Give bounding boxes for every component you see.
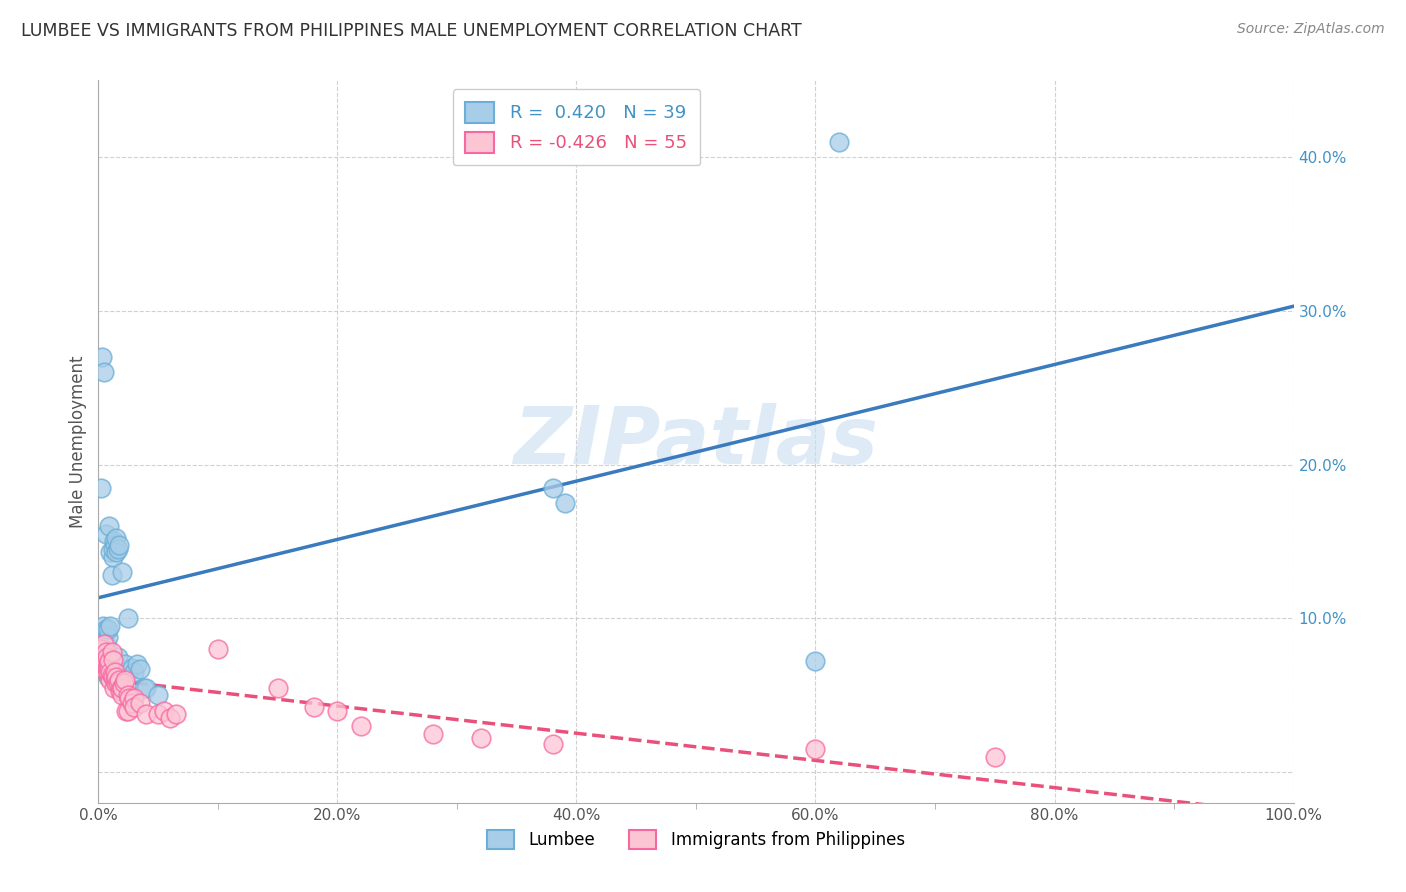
Point <box>98 665 122 680</box>
Point <box>804 654 827 668</box>
Point <box>103 681 125 695</box>
Point <box>91 619 114 633</box>
Point <box>101 542 124 557</box>
Point <box>114 657 136 672</box>
Point <box>104 537 127 551</box>
Point <box>984 749 1007 764</box>
Point <box>96 660 118 674</box>
Point <box>96 639 118 653</box>
Point <box>111 565 134 579</box>
Point <box>107 537 129 551</box>
Point <box>94 645 117 659</box>
Point <box>90 481 112 495</box>
Point <box>828 135 851 149</box>
Point <box>105 670 128 684</box>
Point <box>96 649 118 664</box>
Text: Source: ZipAtlas.com: Source: ZipAtlas.com <box>1237 22 1385 37</box>
Point <box>93 365 115 379</box>
Point <box>104 673 127 687</box>
Point <box>97 622 120 636</box>
Point <box>135 706 157 721</box>
Point <box>112 676 135 690</box>
Point <box>97 665 120 680</box>
Point <box>350 719 373 733</box>
Point <box>98 673 122 687</box>
Point <box>110 681 132 695</box>
Point <box>117 704 139 718</box>
Point <box>121 696 143 710</box>
Legend: Lumbee, Immigrants from Philippines: Lumbee, Immigrants from Philippines <box>481 823 911 856</box>
Point <box>98 545 122 559</box>
Point <box>107 673 129 687</box>
Point <box>129 696 152 710</box>
Point <box>121 660 143 674</box>
Point <box>107 542 129 557</box>
Y-axis label: Male Unemployment: Male Unemployment <box>69 355 87 528</box>
Point <box>107 649 129 664</box>
Point <box>148 706 170 721</box>
Point <box>159 711 181 725</box>
Point <box>91 653 114 667</box>
Point <box>124 691 146 706</box>
Point <box>148 688 170 702</box>
Point <box>101 549 124 564</box>
Point <box>101 670 124 684</box>
Point <box>107 676 129 690</box>
Point <box>89 630 111 644</box>
Point <box>100 645 122 659</box>
Point <box>118 691 141 706</box>
Point <box>94 622 117 636</box>
Text: ZIPatlas: ZIPatlas <box>513 402 879 481</box>
Point <box>207 642 229 657</box>
Point <box>470 731 492 746</box>
Text: LUMBEE VS IMMIGRANTS FROM PHILIPPINES MALE UNEMPLOYMENT CORRELATION CHART: LUMBEE VS IMMIGRANTS FROM PHILIPPINES MA… <box>21 22 801 40</box>
Point <box>111 681 134 695</box>
Point <box>91 350 114 364</box>
Point <box>117 611 139 625</box>
Point <box>302 700 325 714</box>
Point <box>97 670 120 684</box>
Point <box>100 668 122 682</box>
Point <box>541 738 564 752</box>
Point <box>98 619 122 633</box>
Point <box>422 726 444 740</box>
Point <box>135 681 157 695</box>
Point <box>93 626 115 640</box>
Point <box>98 519 121 533</box>
Point <box>115 704 138 718</box>
Point <box>125 657 148 672</box>
Point <box>98 660 121 674</box>
Point <box>104 665 127 680</box>
Point <box>326 704 349 718</box>
Point <box>98 654 121 668</box>
Point <box>97 657 120 672</box>
Point <box>97 630 120 644</box>
Point <box>103 534 125 549</box>
Point <box>114 673 136 687</box>
Point <box>117 688 139 702</box>
Point <box>91 660 114 674</box>
Point <box>124 665 146 680</box>
Point <box>94 526 117 541</box>
Point <box>124 700 146 714</box>
Point <box>89 649 111 664</box>
Point <box>111 688 134 702</box>
Point <box>100 568 122 582</box>
Point <box>804 742 827 756</box>
Point <box>93 657 115 672</box>
Point <box>101 653 124 667</box>
Point <box>93 637 115 651</box>
Point <box>153 704 176 718</box>
Point <box>90 642 112 657</box>
Point <box>105 545 128 559</box>
Point <box>554 496 576 510</box>
Point <box>541 481 564 495</box>
Point <box>105 532 128 546</box>
Point <box>132 681 155 695</box>
Point <box>129 662 152 676</box>
Point <box>165 706 187 721</box>
Point <box>267 681 290 695</box>
Point <box>105 676 128 690</box>
Point <box>108 683 131 698</box>
